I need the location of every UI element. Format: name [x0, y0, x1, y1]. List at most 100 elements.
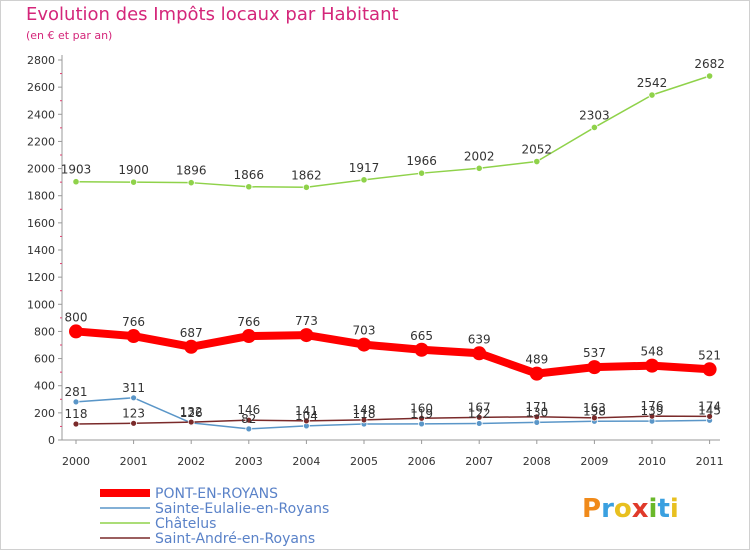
series-line-0 [75, 327, 710, 378]
data-label: 148 [353, 403, 376, 417]
data-label: 773 [295, 314, 318, 328]
data-point [72, 398, 80, 406]
x-tick-label: 2010 [638, 455, 666, 468]
data-label: 2303 [579, 108, 610, 122]
data-point [706, 412, 713, 420]
y-tick-label: 800 [34, 325, 55, 338]
y-tick-label: 1400 [27, 244, 55, 257]
data-label: 281 [65, 385, 88, 399]
x-tick-label: 2000 [62, 455, 90, 468]
data-point [533, 157, 541, 166]
data-point [187, 179, 195, 187]
x-tick-label: 2001 [120, 455, 148, 468]
data-point [126, 329, 141, 344]
data-label: 521 [698, 348, 721, 362]
x-tick-label: 2002 [177, 455, 205, 468]
data-label: 176 [641, 399, 664, 413]
data-point [184, 339, 199, 354]
chart-title: Evolution des Impôts locaux par Habitant [26, 4, 399, 25]
data-point [130, 419, 138, 427]
data-label: 126 [180, 406, 203, 420]
logo-letter: o [614, 494, 632, 524]
data-point [418, 414, 426, 422]
data-point [187, 418, 195, 426]
data-label: 766 [237, 315, 260, 329]
x-tick-label: 2003 [235, 455, 263, 468]
data-point [533, 418, 541, 426]
data-point [130, 394, 138, 402]
data-labels: 800 766 687 766 773 703 665 639 489 537 548 521 281 3… [61, 57, 725, 426]
data-point [360, 176, 368, 184]
x-tick-label: 2009 [580, 455, 608, 468]
data-point [302, 183, 310, 191]
data-point [302, 417, 310, 425]
data-label: 489 [525, 353, 548, 367]
data-label: 639 [468, 332, 491, 346]
logo-letter: x [632, 494, 649, 524]
data-label: 160 [410, 401, 433, 415]
data-point [529, 366, 544, 381]
data-point [245, 425, 253, 433]
data-point [245, 183, 253, 191]
y-tick-label: 2400 [27, 108, 55, 121]
data-label: 132 [180, 405, 203, 419]
data-label: 703 [353, 324, 376, 338]
data-point [360, 416, 368, 424]
x-tick-label: 2004 [292, 455, 320, 468]
series-line-2 [75, 75, 710, 189]
data-point [69, 324, 83, 339]
chart-subtitle: (en € et par an) [26, 29, 113, 42]
data-point [475, 413, 483, 421]
logo-letter: t [657, 494, 669, 524]
data-label: 311 [122, 381, 145, 395]
data-label: 800 [65, 310, 88, 324]
logo-letter: i [670, 494, 679, 524]
data-point [475, 164, 483, 172]
data-label: 1900 [118, 163, 149, 177]
data-point [245, 416, 253, 424]
y-tick-label: 2200 [27, 135, 55, 148]
y-tick-label: 2600 [27, 81, 55, 94]
data-label: 174 [698, 399, 721, 413]
data-label: 2682 [694, 57, 725, 71]
data-point [418, 420, 426, 428]
data-label: 2052 [522, 143, 553, 157]
data-point [472, 346, 487, 361]
data-label: 1966 [406, 154, 437, 168]
data-point [417, 169, 426, 177]
data-point [130, 178, 138, 186]
legend-label: Sainte-Eulalie-en-Royans [155, 501, 329, 517]
y-tick-label: 600 [34, 353, 55, 366]
legend-label: Châtelus [155, 516, 216, 532]
data-label: 548 [641, 345, 664, 359]
x-tick-label: 2008 [523, 455, 551, 468]
data-label: 2542 [637, 76, 668, 90]
series-line-3 [75, 415, 710, 425]
data-label: 1903 [61, 163, 92, 177]
data-label: 1896 [176, 164, 207, 178]
data-point [357, 337, 371, 352]
x-tick-label: 2007 [465, 455, 493, 468]
data-label: 118 [353, 407, 376, 421]
legend-label: Saint-André-en-Royans [155, 531, 315, 547]
y-tick-label: 1600 [27, 217, 55, 230]
data-label: 2002 [464, 149, 495, 163]
data-point [645, 358, 659, 373]
y-tick-label: 1800 [27, 190, 55, 203]
data-point [587, 360, 602, 375]
data-point [299, 328, 314, 343]
y-tick-label: 2800 [27, 54, 55, 67]
x-tick-label: 2006 [408, 455, 436, 468]
data-point [590, 123, 599, 132]
data-label: 141 [295, 404, 318, 418]
data-point [648, 412, 656, 420]
data-label: 118 [65, 407, 88, 421]
data-label: 163 [583, 401, 606, 415]
logo-letter: P [582, 494, 601, 524]
data-label: 687 [180, 326, 203, 340]
data-point [591, 414, 598, 422]
y-tick-label: 400 [34, 380, 55, 393]
logo-letter: r [601, 494, 614, 524]
